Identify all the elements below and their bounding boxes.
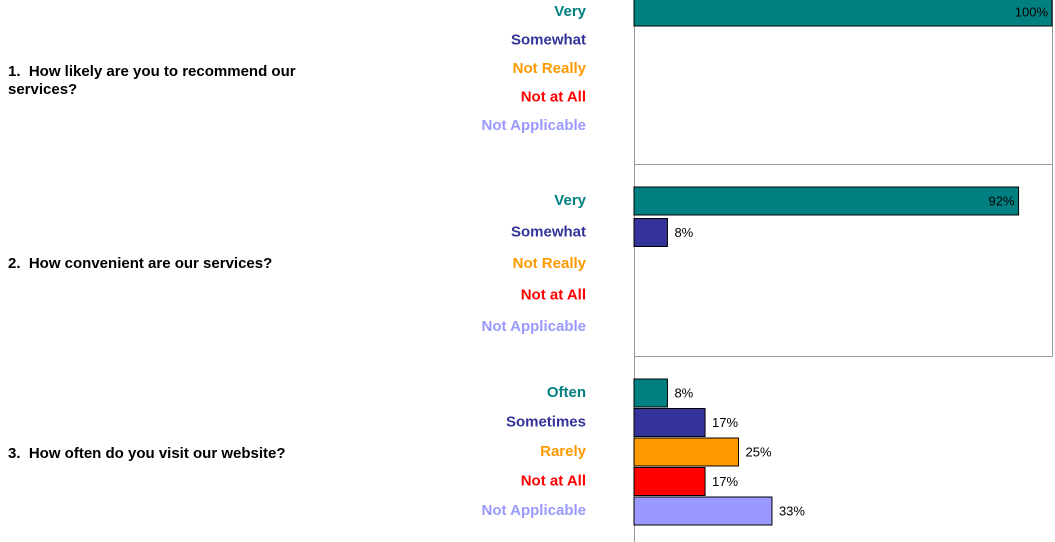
category-label: Sometimes	[506, 413, 586, 430]
question: 3. How often do you visit our website?	[8, 445, 286, 462]
bar	[633, 496, 773, 526]
bar	[633, 0, 1053, 27]
value-label: 8%	[674, 385, 693, 400]
category-label: Often	[547, 384, 586, 401]
category-label: Not at All	[521, 88, 586, 105]
bar	[633, 218, 668, 247]
category-label: Somewhat	[511, 223, 586, 240]
value-label: 17%	[712, 474, 738, 489]
value-label: 8%	[674, 225, 693, 240]
category-label: Not at All	[521, 286, 586, 303]
bar	[633, 186, 1020, 216]
question: 1. How likely are you to recommend our s…	[8, 63, 300, 98]
bar	[633, 408, 706, 437]
category-label: Not Applicable	[482, 318, 586, 335]
value-label: 92%	[989, 193, 1015, 208]
value-label: 17%	[712, 415, 738, 430]
category-label: Very	[554, 3, 586, 20]
category-label: Not Really	[513, 255, 587, 272]
bar	[633, 378, 668, 408]
category-label: Not Applicable	[482, 117, 586, 134]
category-label: Not Really	[513, 60, 587, 77]
value-label: 33%	[779, 503, 805, 518]
category-label: Not Applicable	[482, 502, 586, 519]
category-label: Rarely	[540, 443, 587, 460]
category-label: Very	[554, 192, 586, 209]
value-label: 100%	[1015, 4, 1049, 19]
category-label: Not at All	[521, 472, 586, 489]
value-label: 25%	[746, 444, 772, 459]
category-label: Somewhat	[511, 31, 586, 48]
question: 2. How convenient are our services?	[8, 255, 273, 272]
bar	[633, 467, 706, 496]
bar	[633, 437, 739, 467]
